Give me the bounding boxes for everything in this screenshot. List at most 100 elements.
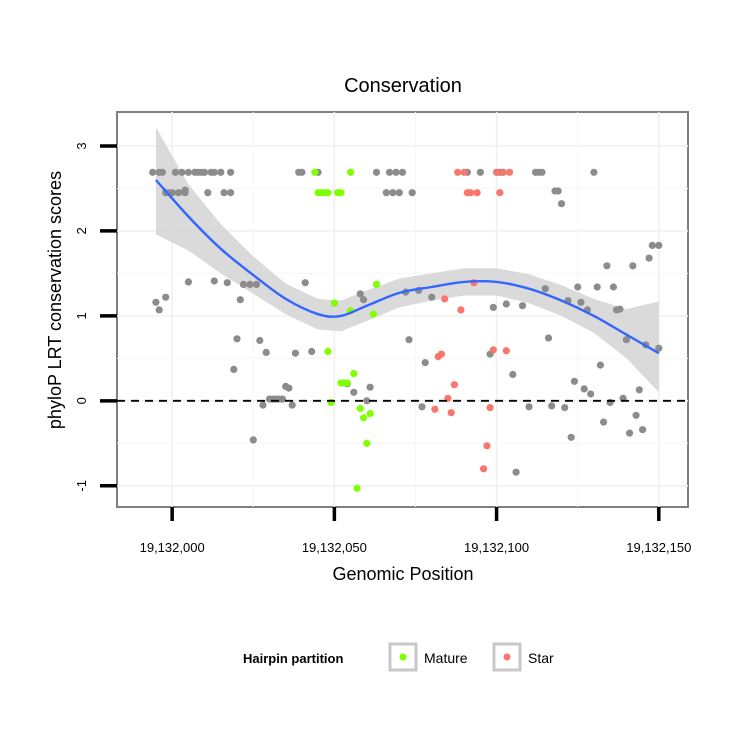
point-star-0 [431,405,439,413]
point-other-54 [350,388,358,396]
point-other-67 [405,336,413,344]
series-mature [311,168,381,492]
point-other-24 [155,306,163,314]
point-other-60 [382,189,390,197]
confidence-ribbon-layer [155,127,659,393]
y-axis-title: phyloP LRT conservation scores [45,171,65,429]
point-other-8 [178,168,186,176]
point-other-34 [249,436,257,444]
point-other-123 [655,344,663,352]
point-other-47 [291,349,299,357]
point-other-74 [476,168,484,176]
point-other-89 [544,334,553,342]
axes: 19,132,000 19,132,050 19,132,100 19,132,150… [74,142,691,555]
point-star-14 [480,465,488,473]
legend-label-mature: Mature [424,650,468,666]
chart-title: Conservation [344,75,462,97]
point-other-0 [149,168,157,176]
point-other-83 [518,302,527,310]
point-other-22 [227,189,235,197]
point-star-3 [441,295,449,303]
point-star-5 [447,409,455,417]
point-other-62 [389,189,397,197]
point-mature-22 [372,280,381,288]
point-mature-18 [360,414,368,422]
point-other-49 [298,168,306,176]
point-other-31 [236,296,244,304]
point-other-26 [184,278,192,286]
point-other-103 [590,168,598,176]
point-mature-19 [363,439,371,447]
point-other-46 [288,401,296,409]
point-other-121 [648,241,656,249]
point-star-17 [489,346,497,354]
point-other-55 [356,290,364,298]
point-star-2 [437,350,445,358]
point-other-5 [168,189,176,197]
point-other-84 [525,403,533,411]
point-other-18 [210,168,218,176]
point-other-68 [408,189,416,197]
point-other-102 [587,390,595,398]
point-mature-7 [347,168,355,176]
point-other-25 [162,293,170,301]
point-other-70 [418,403,426,411]
point-other-122 [655,241,663,249]
point-other-72 [428,293,436,301]
point-mature-20 [366,410,374,418]
point-other-2 [158,168,166,176]
point-mature-13 [343,379,351,387]
point-star-8 [457,306,465,314]
point-other-90 [548,402,556,410]
point-other-7 [175,189,183,197]
legend-swatch-mature [399,653,407,661]
point-other-76 [489,303,497,311]
point-star-13 [473,189,481,197]
y-tick-label-2: 1 [74,312,89,319]
point-other-109 [609,283,618,291]
point-other-88 [541,285,549,293]
point-other-106 [600,418,608,426]
point-other-80 [502,300,510,308]
point-star-18 [493,168,501,176]
point-mature-17 [356,404,364,413]
point-mature-6 [337,189,345,197]
point-star-7 [454,168,462,176]
point-other-94 [561,404,569,412]
point-other-21 [227,168,235,176]
point-other-50 [301,279,309,287]
point-other-120 [645,254,653,262]
point-star-22 [506,168,514,176]
point-other-63 [392,168,400,176]
point-other-59 [372,168,381,176]
point-mature-21 [369,310,377,318]
point-other-36 [256,336,264,345]
point-other-57 [363,397,371,405]
legend-title: Hairpin partition [243,651,343,666]
point-other-96 [567,433,575,441]
point-other-98 [574,283,582,291]
point-star-6 [450,381,458,389]
point-other-99 [577,298,585,306]
confidence-ribbon [155,127,659,393]
point-other-35 [252,280,261,288]
point-other-29 [230,365,238,373]
point-star-9 [460,168,468,176]
point-other-58 [366,383,374,391]
point-other-45 [285,384,293,392]
point-other-32 [239,280,248,288]
point-other-97 [570,377,579,385]
point-other-107 [603,262,611,270]
point-other-11 [184,168,192,176]
point-other-115 [629,262,637,270]
point-other-61 [385,168,394,176]
point-other-71 [421,359,429,367]
point-other-105 [596,361,605,369]
y-tick-label-0: -1 [74,480,89,492]
point-other-20 [220,189,228,197]
point-star-16 [486,404,494,412]
point-other-51 [308,347,316,356]
point-star-21 [502,347,510,355]
point-other-37 [259,401,267,409]
